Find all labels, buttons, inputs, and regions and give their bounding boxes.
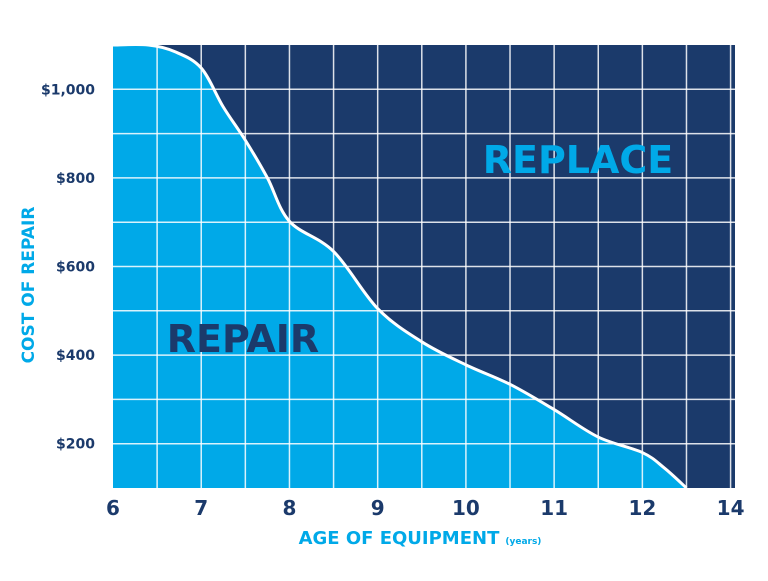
y-tick-label: $1,000	[41, 82, 95, 98]
x-tick-label: 14	[717, 496, 745, 520]
x-tick-label: 11	[540, 496, 568, 520]
x-axis-title: AGE OF EQUIPMENT (years)	[299, 528, 542, 549]
region-label-repair: REPAIR	[167, 317, 319, 361]
y-axis-title: COST OF REPAIR	[19, 207, 39, 364]
x-tick-label: 10	[452, 496, 480, 520]
x-tick-label: 6	[106, 496, 120, 520]
repair-replace-boundary-line	[112, 43, 688, 490]
y-tick-label: $400	[56, 348, 95, 364]
x-tick-label: 9	[371, 496, 385, 520]
x-axis-title-main: AGE OF EQUIPMENT	[299, 528, 501, 549]
y-tick-labels: $200 $400 $600 $800 $1,000	[41, 82, 95, 452]
x-tick-label: 7	[194, 496, 208, 520]
x-tick-labels: 6 7 8 9 10 11 12 14	[106, 496, 744, 520]
repair-area	[113, 44, 687, 488]
y-tick-label: $800	[56, 171, 95, 187]
y-tick-label: $200	[56, 437, 95, 453]
x-tick-label: 8	[282, 496, 296, 520]
x-tick-label: 12	[628, 496, 656, 520]
grid	[113, 45, 735, 488]
y-tick-label: $600	[56, 260, 95, 276]
x-axis-title-unit: (years)	[505, 537, 541, 547]
region-label-replace: REPLACE	[483, 138, 674, 182]
